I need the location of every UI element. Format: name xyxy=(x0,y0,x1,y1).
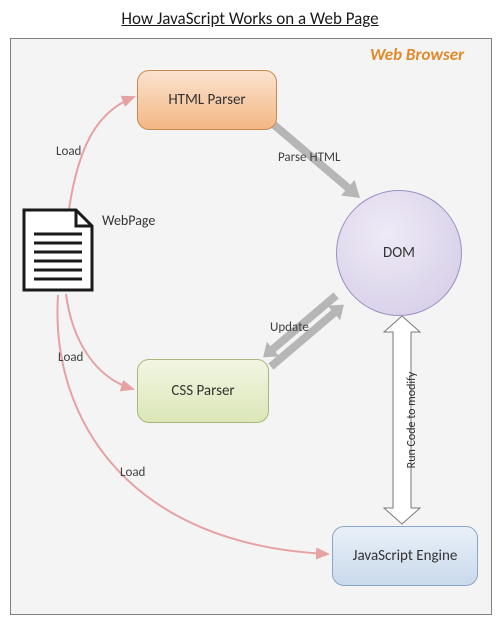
diagram-stage: How JavaScript Works on a Web Page Web B… xyxy=(0,0,500,625)
edge-update-label: Update xyxy=(270,320,309,335)
node-dom: DOM xyxy=(336,190,462,316)
node-dom-label: DOM xyxy=(383,244,415,262)
node-js-engine-label: JavaScript Engine xyxy=(353,547,458,565)
node-css-parser: CSS Parser xyxy=(137,359,269,423)
edge-load-css-label: Load xyxy=(58,350,83,365)
diagram-title: How JavaScript Works on a Web Page xyxy=(100,8,400,29)
edge-parse-html-label: Parse HTML xyxy=(278,150,340,165)
node-html-parser: HTML Parser xyxy=(137,70,277,130)
edge-load-js-label: Load xyxy=(120,465,145,480)
edge-load-html-label: Load xyxy=(56,144,81,159)
node-css-parser-label: CSS Parser xyxy=(171,382,234,400)
webpage-label: WebPage xyxy=(102,212,155,229)
node-html-parser-label: HTML Parser xyxy=(168,91,245,109)
node-js-engine: JavaScript Engine xyxy=(332,526,478,586)
browser-container-label: Web Browser xyxy=(370,44,464,65)
